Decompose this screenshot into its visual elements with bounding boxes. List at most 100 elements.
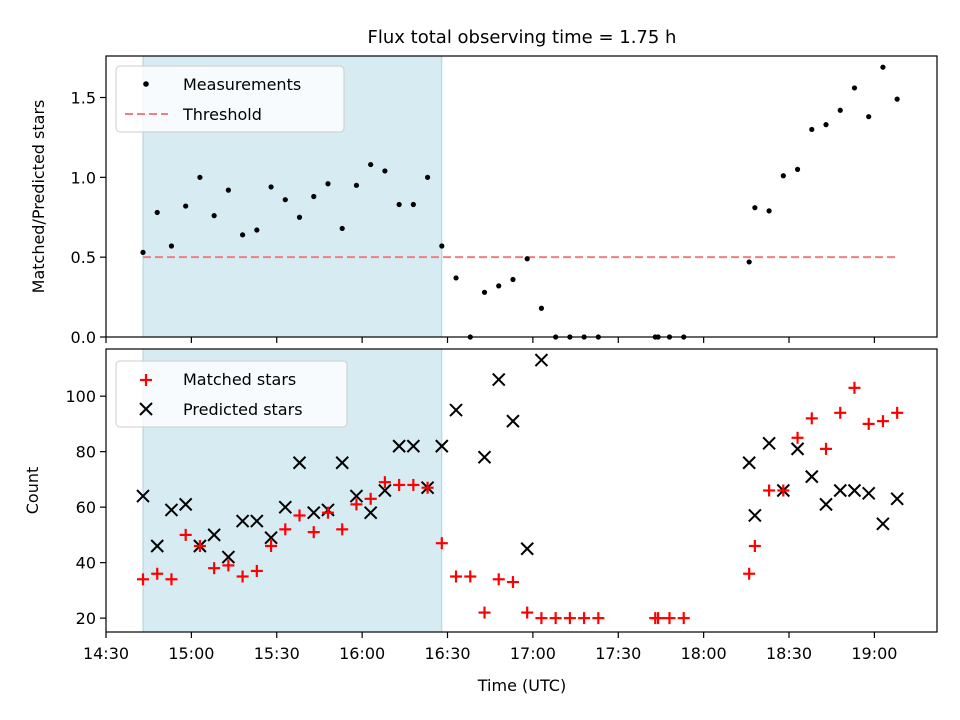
measurement-point <box>396 201 402 208</box>
matched-stars-point <box>848 381 861 394</box>
bottom-axes-frame <box>105 348 938 633</box>
bottom-panel: 20 40 60 80 100 14:30 15:00 15:30 16:00 16:30 17:… <box>23 348 938 695</box>
predicted-stars-point <box>250 514 264 528</box>
matched-stars-point <box>791 431 804 444</box>
matched-stars-point <box>393 478 406 491</box>
measurement-point <box>382 168 388 174</box>
measurement-point <box>268 184 274 190</box>
matched-stars-point <box>250 564 263 577</box>
matched-stars-point <box>179 528 192 541</box>
measurement-point <box>154 209 160 216</box>
predicted-stars-point <box>790 442 805 456</box>
predicted-stars-point <box>890 492 904 506</box>
predicted-stars-point <box>278 500 292 514</box>
x-tick-label: 15:30 <box>254 644 300 663</box>
legend-measurements-label: Measurements <box>183 75 301 94</box>
y-tick-label-top: 0.0 <box>71 328 96 347</box>
predicted-stars-point <box>207 528 221 542</box>
measurement-point <box>296 214 303 220</box>
predicted-stars-point <box>833 483 847 498</box>
predicted-stars-point <box>335 456 349 470</box>
measurement-point <box>311 193 317 200</box>
matched-stars-point <box>307 526 320 539</box>
matched-stars-point <box>279 523 292 536</box>
predicted-stars-point <box>221 550 236 564</box>
y-tick-label-bottom: 100 <box>65 387 96 406</box>
predicted-stars-point <box>492 372 506 387</box>
matched-stars-point <box>578 612 591 625</box>
legend-bottom: Matched stars Predicted stars <box>115 360 348 428</box>
matched-stars-points <box>136 381 904 625</box>
x-tick-label: 18:30 <box>766 644 812 663</box>
predicted-stars-point <box>392 439 406 453</box>
legend-predicted-marker <box>139 402 153 416</box>
measurement-point <box>851 85 858 91</box>
matched-stars-point <box>407 478 420 491</box>
x-ticks-bottom: 14:30 15:00 15:30 16:00 16:30 17:00 17:30 18:00… <box>83 632 897 663</box>
matched-stars-point <box>876 415 889 428</box>
measurement-point <box>496 283 502 289</box>
measurement-point <box>225 187 231 193</box>
predicted-stars-point <box>164 503 179 517</box>
predicted-stars-point <box>307 505 321 520</box>
matched-stars-point <box>652 612 665 625</box>
matched-stars-point <box>208 562 221 575</box>
y-tick-label-bottom: 80 <box>76 443 96 462</box>
measurement-point <box>211 213 217 219</box>
predicted-stars-point <box>178 497 193 512</box>
measurement-point <box>339 225 345 232</box>
measurement-point <box>752 205 758 211</box>
matched-stars-point <box>763 484 776 497</box>
top-axes-frame <box>105 55 938 338</box>
measurement-point <box>424 174 431 180</box>
measurement-point <box>368 161 374 168</box>
matched-stars-point <box>743 567 756 580</box>
predicted-stars-point <box>876 517 890 531</box>
matched-stars-point <box>293 509 306 522</box>
matched-stars-point <box>663 612 676 625</box>
predicted-stars-point <box>534 353 549 367</box>
predicted-stars-point <box>406 439 421 453</box>
legend-measurements-marker <box>143 81 149 87</box>
matched-stars-point <box>265 539 278 552</box>
y-axis-label-top: Matched/Predicted stars <box>29 100 48 294</box>
measurement-point <box>823 122 829 128</box>
measurement-point <box>481 289 488 295</box>
measurement-point <box>168 243 175 249</box>
y-tick-label-top: 1.5 <box>71 89 96 108</box>
predicted-stars-point <box>805 469 819 484</box>
measurement-point <box>325 181 331 187</box>
matched-stars-point <box>464 570 477 583</box>
matched-stars-point <box>748 539 761 552</box>
x-tick-label: 14:30 <box>83 644 129 663</box>
matched-stars-point <box>492 573 505 586</box>
matched-stars-point <box>891 406 904 419</box>
matched-stars-point <box>236 570 249 583</box>
matched-stars-point <box>777 484 790 497</box>
measurement-point <box>197 174 203 180</box>
measurement-point <box>254 227 260 233</box>
legend-threshold-label: Threshold <box>182 105 262 124</box>
y-tick-label-top: 0.5 <box>71 248 96 267</box>
predicted-stars-point <box>748 508 762 523</box>
measurement-point <box>866 114 872 120</box>
x-tick-label: 16:00 <box>339 644 385 663</box>
matched-stars-point <box>506 576 519 589</box>
measurement-point <box>894 96 900 102</box>
y-tick-label-bottom: 60 <box>76 498 96 517</box>
predicted-stars-point <box>819 497 833 512</box>
matched-stars-point <box>521 606 534 619</box>
predicted-stars-point <box>449 403 463 417</box>
y-tick-label-bottom: 40 <box>76 554 96 573</box>
x-tick-label: 17:00 <box>510 644 556 663</box>
measurement-point <box>410 201 416 208</box>
measurement-point <box>524 256 530 262</box>
measurement-point <box>880 64 886 70</box>
predicted-stars-point <box>235 514 250 528</box>
matched-stars-point <box>165 573 178 586</box>
matched-stars-point <box>450 570 463 583</box>
measurement-point <box>439 243 445 249</box>
measurement-point <box>183 203 189 209</box>
legend-predicted-label: Predicted stars <box>183 400 303 419</box>
matched-stars-point <box>677 612 690 625</box>
